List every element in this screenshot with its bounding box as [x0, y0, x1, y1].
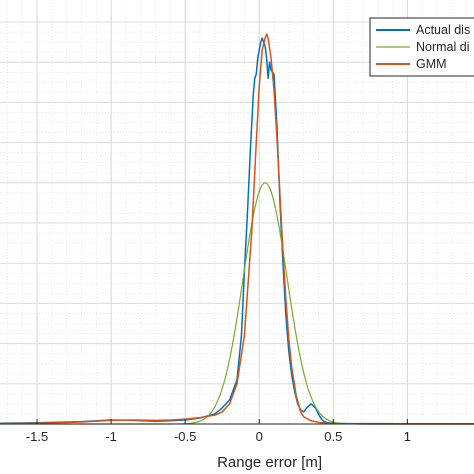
legend-entry-1: Actual dis — [416, 23, 470, 37]
x-tick-label: 1 — [404, 429, 411, 444]
x-tick-label: -0.5 — [174, 429, 196, 444]
x-tick-label: -1 — [105, 429, 117, 444]
x-axis-label: Range error [m] — [217, 454, 322, 471]
series-line-3 — [0, 33, 474, 425]
x-tick-label: 0.5 — [324, 429, 342, 444]
x-tick-label: -1.5 — [26, 429, 48, 444]
legend-entry-2: Normal di — [416, 40, 470, 54]
x-axis: -1.5 -1 -0.5 0 0.5 1 — [0, 419, 474, 444]
minor-grid — [0, 0, 474, 424]
series-line-1 — [0, 37, 474, 425]
legend-entry-3: GMM — [416, 57, 447, 71]
legend: Actual dis Normal di GMM — [369, 17, 474, 77]
x-tick-label: 0 — [256, 429, 263, 444]
